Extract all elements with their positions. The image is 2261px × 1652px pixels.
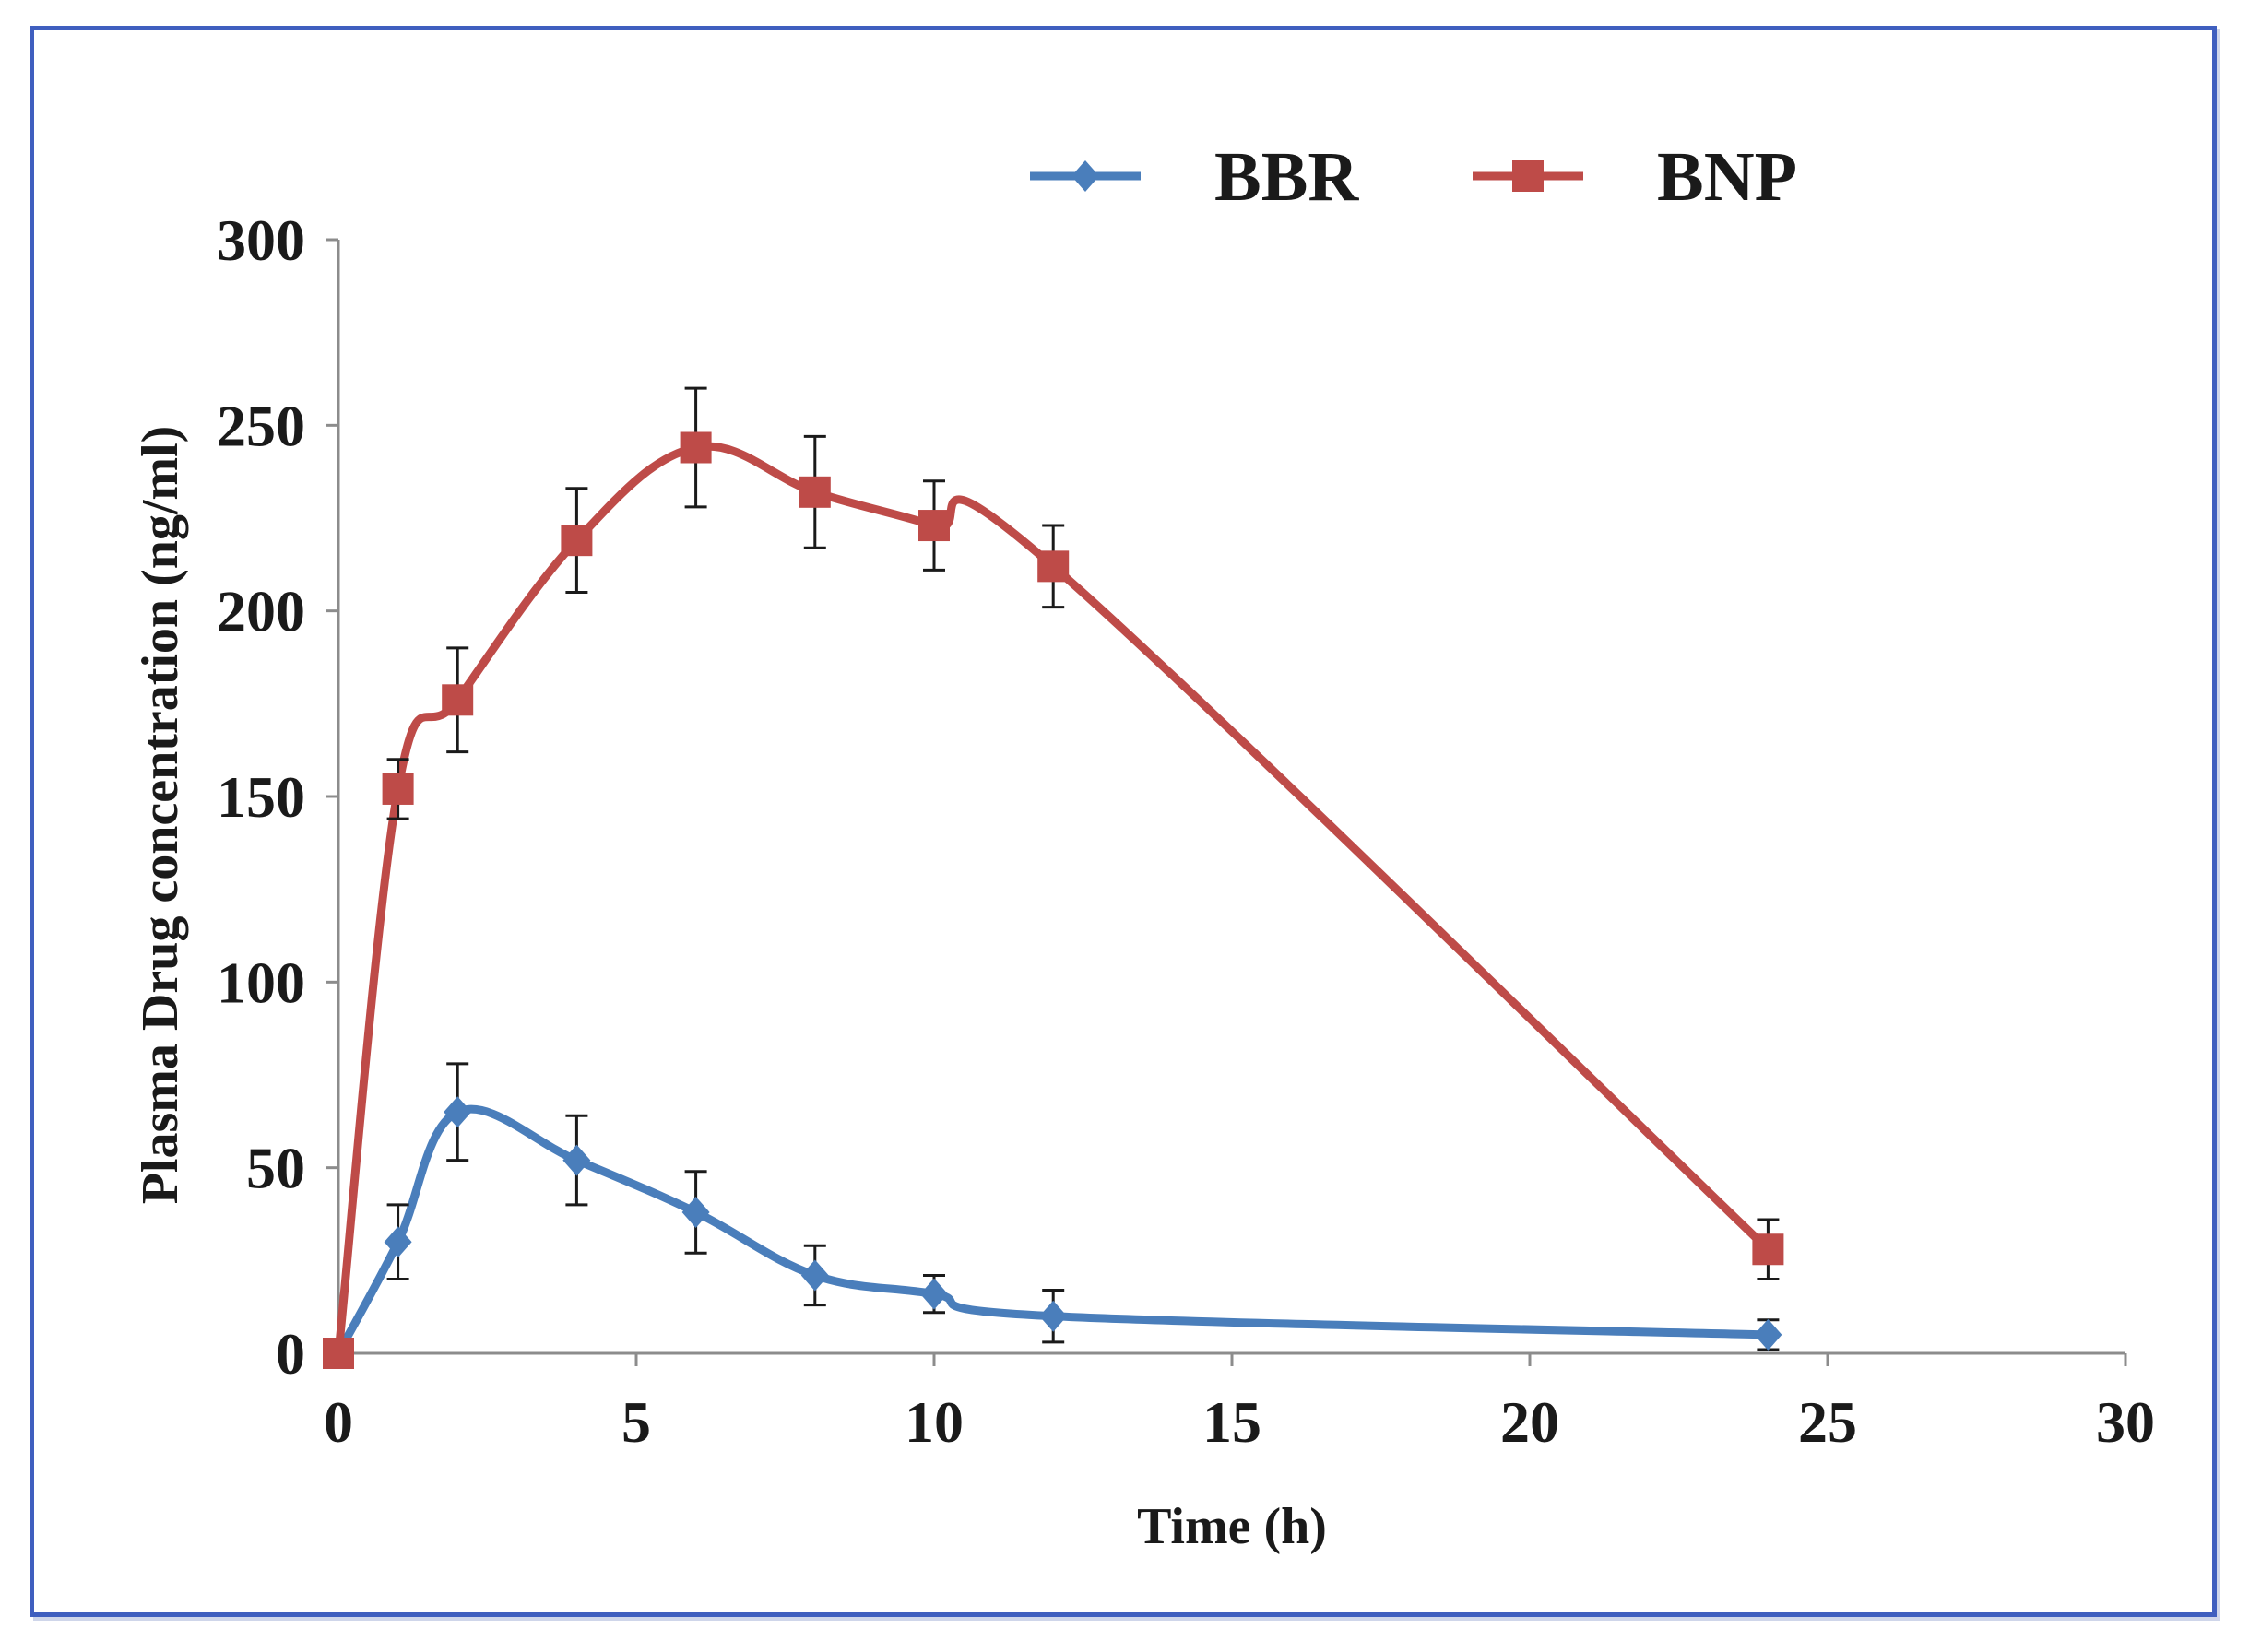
y-tick-label: 150 bbox=[217, 764, 305, 830]
data-point bbox=[1037, 550, 1070, 583]
x-tick-label: 15 bbox=[1202, 1389, 1261, 1455]
legend-label: BNP bbox=[1657, 138, 1797, 216]
x-axis-label: Time (h) bbox=[1137, 1498, 1327, 1555]
axes: 0 50 100 150 200 250 300 0 5 10 15 20 25 30 bbox=[217, 207, 2155, 1455]
data-point bbox=[562, 1144, 591, 1176]
data-point bbox=[1754, 1318, 1782, 1351]
data-point bbox=[800, 1259, 829, 1292]
legend: BBR BNP bbox=[1030, 138, 1797, 216]
y-tick-label: 100 bbox=[217, 950, 305, 1015]
legend-label: BBR bbox=[1214, 138, 1359, 216]
data-point bbox=[561, 525, 593, 557]
y-tick-label: 0 bbox=[276, 1321, 305, 1386]
series-layer bbox=[323, 386, 1784, 1369]
series-bbr bbox=[325, 1062, 1782, 1369]
data-point bbox=[382, 773, 414, 805]
x-tick-label: 5 bbox=[621, 1389, 651, 1455]
series-bnp bbox=[323, 386, 1784, 1369]
legend-marker bbox=[1071, 160, 1099, 192]
x-tick-label: 20 bbox=[1500, 1389, 1559, 1455]
legend-marker bbox=[1512, 160, 1544, 192]
x-tick-label: 30 bbox=[2096, 1389, 2155, 1455]
y-axis-label: Plasma Drug concentration (ng/ml) bbox=[132, 426, 189, 1205]
y-tick-label: 250 bbox=[217, 393, 305, 458]
data-point bbox=[384, 1226, 412, 1258]
legend-item-bbr: BBR bbox=[1030, 138, 1359, 216]
data-point bbox=[1752, 1233, 1784, 1266]
figure-frame: 0 50 100 150 200 250 300 0 5 10 15 20 25 30 BBR BNP Ti… bbox=[30, 26, 2217, 1617]
data-point bbox=[680, 431, 712, 464]
x-tick-label: 25 bbox=[1798, 1389, 1857, 1455]
data-point bbox=[1039, 1300, 1068, 1332]
data-point bbox=[918, 510, 950, 542]
series-line bbox=[334, 1104, 1772, 1358]
y-tick-label: 200 bbox=[217, 579, 305, 644]
data-point bbox=[920, 1278, 948, 1310]
data-point bbox=[442, 684, 474, 716]
data-point bbox=[799, 476, 831, 508]
data-point bbox=[444, 1096, 472, 1128]
data-point bbox=[323, 1338, 354, 1369]
data-point bbox=[681, 1196, 710, 1228]
y-tick-label: 50 bbox=[246, 1136, 305, 1201]
x-tick-label: 0 bbox=[324, 1389, 353, 1455]
x-tick-label: 10 bbox=[905, 1389, 964, 1455]
legend-item-bnp: BNP bbox=[1473, 138, 1797, 216]
line-chart: 0 50 100 150 200 250 300 0 5 10 15 20 25 30 BBR BNP Ti… bbox=[132, 138, 2155, 1555]
y-tick-label: 300 bbox=[217, 207, 305, 273]
